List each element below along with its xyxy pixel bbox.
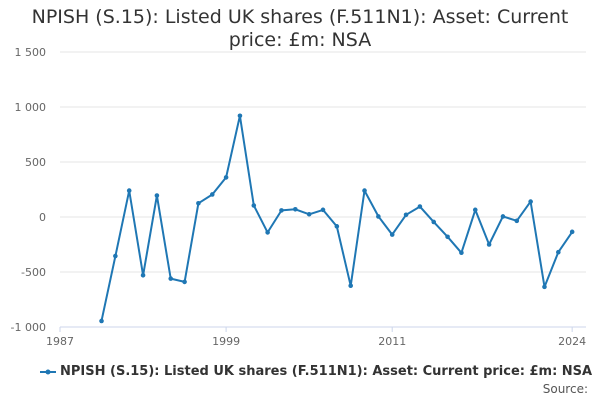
data-point: [279, 208, 284, 213]
data-point: [417, 204, 423, 209]
data-point: [334, 224, 340, 229]
data-point: [251, 203, 257, 208]
data-point: [542, 284, 547, 290]
data-point: [569, 229, 575, 235]
data-point: [445, 234, 450, 240]
data-point: [168, 276, 174, 281]
data-point: [265, 230, 270, 235]
data-point: [320, 207, 326, 213]
data-point: [99, 318, 104, 324]
data-point: [223, 175, 229, 180]
y-tick-label: 1 000: [15, 101, 47, 114]
x-tick-label: 2024: [558, 335, 586, 348]
y-tick-label: -500: [21, 266, 46, 279]
data-point: [528, 199, 533, 204]
data-point: [472, 207, 478, 213]
data-point: [514, 218, 520, 224]
series-line: [100, 114, 574, 322]
data-point: [182, 279, 187, 285]
data-point: [486, 242, 492, 247]
x-tick-label: 1987: [46, 335, 74, 348]
legend-line-marker-icon: [40, 369, 56, 374]
data-point: [500, 214, 506, 219]
y-tick-label: 500: [25, 156, 46, 169]
data-point: [362, 188, 367, 193]
data-point: [237, 113, 243, 119]
data-point: [113, 253, 118, 259]
data-point: [556, 249, 561, 255]
data-point: [348, 283, 353, 289]
data-point: [403, 212, 409, 218]
data-point: [376, 214, 381, 219]
data-point: [140, 273, 146, 278]
y-tick-label: -1 000: [11, 321, 46, 334]
y-tick-label: 0: [39, 211, 46, 224]
data-point: [154, 193, 160, 198]
data-point: [209, 192, 215, 197]
data-point: [389, 232, 395, 237]
chart-title: NPISH (S.15): Listed UK shares (F.511N1)…: [0, 6, 600, 52]
data-point: [126, 188, 132, 193]
chart-title-line-2: price: £m: NSA: [228, 29, 372, 51]
x-tick-label: 2011: [378, 335, 406, 348]
data-point: [459, 250, 464, 256]
legend-label: NPISH (S.15): Listed UK shares (F.511N1)…: [60, 364, 593, 379]
data-point: [293, 207, 298, 212]
x-tick-label: 1999: [212, 335, 240, 348]
data-point: [431, 219, 437, 225]
y-tick-label: 1 500: [15, 46, 47, 59]
chart-legend[interactable]: NPISH (S.15): Listed UK shares (F.511N1)…: [40, 364, 592, 379]
source-label: Source:: [542, 382, 588, 396]
data-point: [306, 211, 312, 217]
chart-title-line-1: NPISH (S.15): Listed UK shares (F.511N1)…: [31, 6, 569, 28]
data-point: [196, 200, 201, 206]
